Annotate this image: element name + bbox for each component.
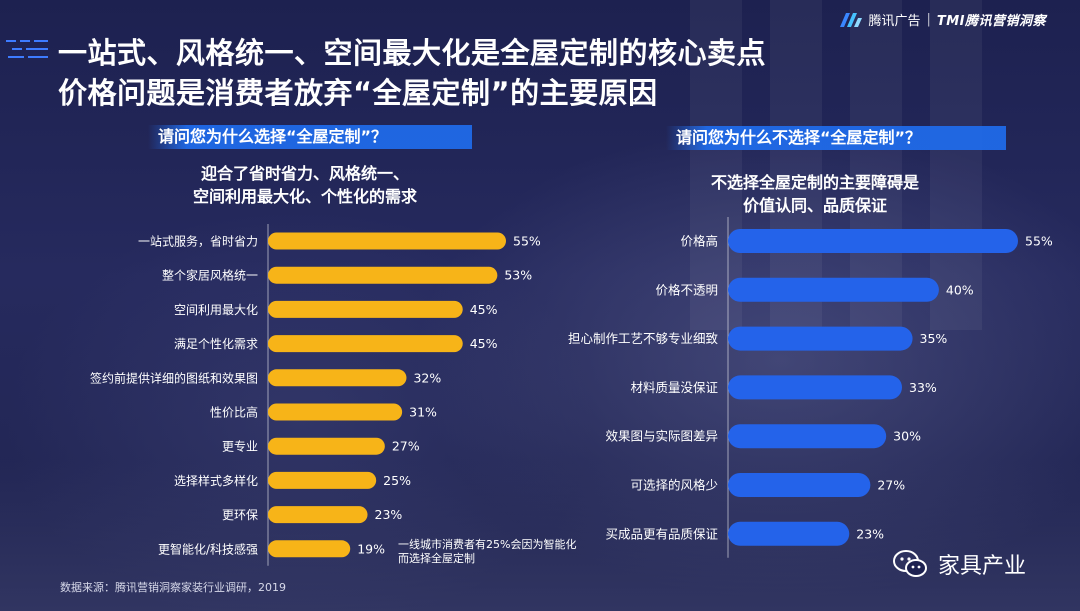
brand-partner: TMI腾讯营销洞察 [936, 14, 1046, 29]
right-bar [728, 375, 902, 400]
left-bar [268, 266, 498, 284]
brand-separator: | [926, 12, 931, 27]
left-subtitle: 迎合了省时省力、风格统一、 空间利用最大化、个性化的需求 [150, 162, 460, 208]
window-panel [850, 0, 902, 330]
left-bar [268, 232, 506, 250]
right-bar [728, 521, 850, 546]
right-bar [728, 424, 887, 449]
left-category-label: 更智能化/科技感强 [158, 541, 258, 556]
left-question-text: 请问您为什么选择“全屋定制”？ [158, 127, 388, 146]
right-data-label: 35% [920, 331, 948, 346]
left-category-label: 更专业 [222, 439, 258, 454]
left-bar [268, 403, 403, 421]
window-panel [690, 0, 742, 330]
left-data-label: 32% [413, 370, 441, 385]
right-bar [728, 229, 1018, 253]
brand-name: 腾讯广告 [868, 14, 921, 29]
right-category-label: 价格高 [680, 234, 718, 249]
left-subtitle-line1: 迎合了省时省力、风格统一、 [200, 164, 409, 183]
brand-header: 腾讯广告 | TMI腾讯营销洞察 [840, 10, 1046, 29]
left-category-label: 选择样式多样化 [174, 473, 258, 488]
left-data-label: 19% [357, 541, 385, 556]
left-data-label: 55% [513, 234, 541, 249]
data-source: 数据来源：腾讯营销洞察家装行业调研，2019 [60, 581, 286, 594]
left-category-label: 空间利用最大化 [174, 303, 258, 317]
watermark-text: 家具产业 [938, 554, 1027, 579]
left-data-label: 53% [504, 268, 532, 283]
floor-shade [0, 461, 1080, 611]
left-bar [268, 300, 463, 318]
left-category-label: 整个家居风格统一 [162, 268, 258, 283]
wechat-icon [893, 550, 927, 577]
left-category-label: 签约前提供详细的图纸和效果图 [90, 370, 258, 385]
right-category-label: 担心制作工艺不够专业细致 [568, 331, 719, 346]
right-question-banner: 请问您为什么不选择“全屋定制”？ [666, 126, 1006, 150]
left-data-label: 31% [409, 405, 437, 420]
right-data-label: 27% [877, 478, 905, 493]
left-question-banner: 请问您为什么选择“全屋定制”？ [148, 125, 472, 149]
page-title-line1: 一站式、风格统一、空间最大化是全屋定制的核心卖点 [58, 36, 767, 70]
left-bar [268, 540, 351, 558]
left-chart-note: 一线城市消费者有25%会因为智能化而选择全屋定制 [398, 538, 577, 565]
left-data-label: 23% [375, 507, 403, 522]
left-bar [268, 506, 368, 524]
right-data-label: 30% [893, 429, 921, 444]
page-title-line2: 价格问题是消费者放弃“全屋定制”的主要原因 [58, 76, 658, 110]
right-bar [728, 277, 939, 302]
left-category-label: 更环保 [222, 508, 258, 522]
left-bar-chart: 一站式服务，省时省力 55% 整个家居风格统一 53% 空间利用最大化 45% 满足个性化需… [90, 224, 541, 566]
left-data-label: 45% [470, 302, 498, 317]
window-panel [930, 0, 982, 330]
right-data-label: 23% [856, 526, 884, 541]
right-subtitle-line2: 价值认同、品质保证 [742, 196, 887, 215]
right-category-label: 买成品更有品质保证 [605, 526, 718, 541]
left-data-label: 25% [383, 473, 411, 488]
right-category-label: 价格不透明 [655, 282, 718, 297]
right-data-label: 33% [909, 380, 937, 395]
right-subtitle: 不选择全屋定制的主要障碍是 价值认同、品质保证 [655, 171, 975, 217]
left-data-label: 45% [470, 336, 498, 351]
left-bar [268, 437, 385, 455]
right-category-label: 可选择的风格少 [630, 478, 718, 493]
left-category-label: 性价比高 [210, 405, 258, 420]
right-category-label: 材料质量没保证 [630, 380, 718, 395]
left-subtitle-line2: 空间利用最大化、个性化的需求 [192, 187, 417, 206]
right-bar [728, 473, 871, 497]
right-data-label: 55% [1025, 234, 1053, 249]
left-data-label: 27% [392, 439, 420, 454]
right-category-label: 效果图与实际图差异 [605, 429, 718, 444]
right-bar-chart: 价格高 55% 价格不透明 40% 担心制作工艺不够专业细致 35% 材料质量没保证 33% 效… [568, 217, 1053, 558]
left-bar [268, 471, 377, 489]
title-dash-icon [6, 40, 48, 58]
watermark: 家具产业 [892, 548, 1026, 580]
left-category-label: 一站式服务，省时省力 [138, 234, 258, 249]
right-subtitle-line1: 不选择全屋定制的主要障碍是 [710, 173, 919, 192]
left-bar [268, 335, 463, 353]
tencent-ads-logo-icon [840, 12, 863, 27]
right-bar [728, 326, 913, 351]
left-category-label: 满足个性化需求 [174, 337, 258, 351]
right-question-text: 请问您为什么不选择“全屋定制”？ [676, 128, 922, 147]
left-bar [268, 369, 407, 387]
right-data-label: 40% [946, 282, 974, 297]
window-panel [770, 0, 822, 330]
